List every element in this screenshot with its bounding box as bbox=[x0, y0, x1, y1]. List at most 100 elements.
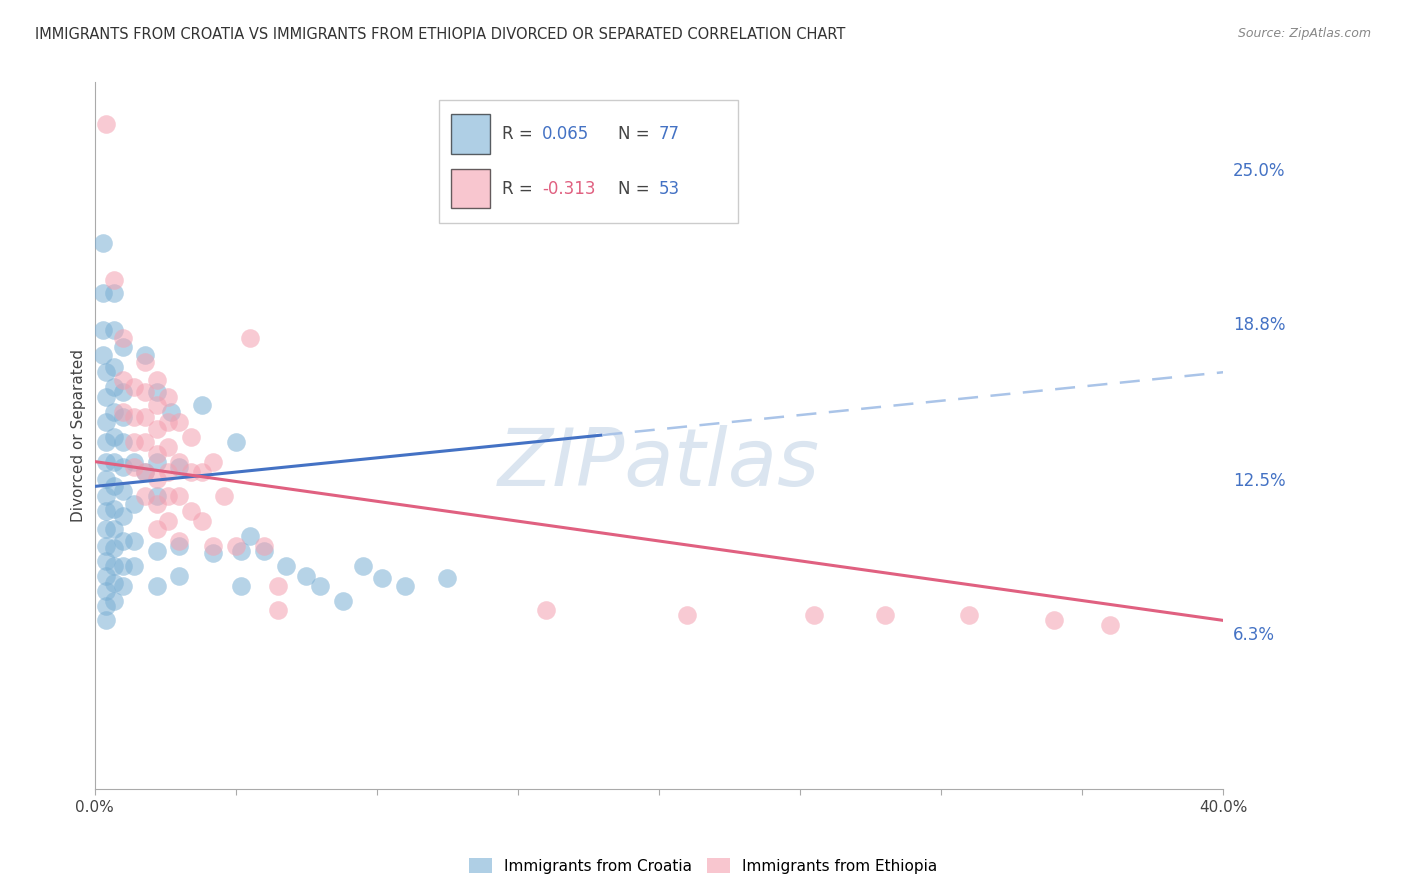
Point bbox=[253, 539, 276, 553]
Point bbox=[436, 571, 458, 585]
Point bbox=[179, 465, 201, 479]
Point bbox=[167, 459, 190, 474]
Point bbox=[202, 539, 225, 553]
Point bbox=[122, 459, 145, 474]
Point bbox=[103, 522, 125, 536]
Point bbox=[225, 539, 247, 553]
Point bbox=[91, 348, 114, 362]
Point bbox=[122, 533, 145, 548]
Point bbox=[676, 608, 699, 623]
Point bbox=[332, 593, 354, 607]
Y-axis label: Divorced or Separated: Divorced or Separated bbox=[72, 349, 86, 522]
Point bbox=[111, 459, 134, 474]
Point bbox=[134, 465, 156, 479]
Point bbox=[122, 434, 145, 449]
Point bbox=[94, 554, 117, 568]
Point bbox=[145, 385, 167, 400]
Point bbox=[134, 434, 156, 449]
Point bbox=[253, 544, 276, 558]
Point bbox=[957, 608, 980, 623]
Point bbox=[103, 380, 125, 394]
Point bbox=[103, 593, 125, 607]
Point bbox=[103, 558, 125, 573]
Point bbox=[91, 285, 114, 300]
Point bbox=[214, 489, 236, 503]
Point bbox=[239, 330, 262, 344]
Point bbox=[156, 514, 179, 528]
Point bbox=[134, 465, 156, 479]
Point bbox=[111, 533, 134, 548]
Point bbox=[111, 340, 134, 354]
Point bbox=[179, 504, 201, 518]
Point bbox=[309, 579, 332, 593]
Point bbox=[103, 360, 125, 375]
Point bbox=[145, 489, 167, 503]
Point bbox=[94, 522, 117, 536]
Point bbox=[156, 440, 179, 454]
Point bbox=[803, 608, 825, 623]
Point bbox=[145, 472, 167, 486]
Point bbox=[156, 465, 179, 479]
Point bbox=[111, 385, 134, 400]
Point bbox=[202, 546, 225, 560]
Point bbox=[103, 430, 125, 444]
Point bbox=[122, 497, 145, 511]
Point bbox=[94, 583, 117, 598]
Point bbox=[94, 415, 117, 429]
Point bbox=[145, 447, 167, 461]
Point bbox=[295, 568, 318, 582]
Point bbox=[167, 489, 190, 503]
Point bbox=[91, 236, 114, 251]
Point bbox=[111, 579, 134, 593]
Point bbox=[145, 397, 167, 411]
Point bbox=[134, 348, 156, 362]
Point bbox=[122, 454, 145, 468]
Point bbox=[103, 405, 125, 419]
Point bbox=[156, 390, 179, 404]
Point bbox=[276, 558, 298, 573]
Point bbox=[111, 484, 134, 499]
Point bbox=[94, 504, 117, 518]
Point bbox=[1099, 618, 1122, 632]
Text: IMMIGRANTS FROM CROATIA VS IMMIGRANTS FROM ETHIOPIA DIVORCED OR SEPARATED CORREL: IMMIGRANTS FROM CROATIA VS IMMIGRANTS FR… bbox=[35, 27, 845, 42]
Point bbox=[103, 285, 125, 300]
Point bbox=[134, 385, 156, 400]
Point bbox=[145, 544, 167, 558]
Point bbox=[103, 479, 125, 493]
Point bbox=[103, 454, 125, 468]
Point bbox=[111, 558, 134, 573]
Point bbox=[103, 323, 125, 337]
Point bbox=[1043, 614, 1066, 628]
Point bbox=[111, 409, 134, 424]
Point bbox=[103, 576, 125, 591]
Point bbox=[111, 373, 134, 387]
Point bbox=[145, 579, 167, 593]
Point bbox=[156, 489, 179, 503]
Text: Source: ZipAtlas.com: Source: ZipAtlas.com bbox=[1237, 27, 1371, 40]
Point bbox=[145, 454, 167, 468]
Point bbox=[94, 117, 117, 131]
Point bbox=[94, 434, 117, 449]
Point bbox=[91, 323, 114, 337]
Point bbox=[231, 579, 253, 593]
Point bbox=[111, 405, 134, 419]
Point bbox=[111, 509, 134, 524]
Point bbox=[239, 529, 262, 543]
Point bbox=[202, 454, 225, 468]
Point bbox=[122, 409, 145, 424]
Point bbox=[167, 454, 190, 468]
Point bbox=[352, 558, 374, 573]
Point bbox=[371, 571, 394, 585]
Point bbox=[167, 568, 190, 582]
Point bbox=[111, 330, 134, 344]
Point bbox=[94, 568, 117, 582]
Point bbox=[134, 489, 156, 503]
Point bbox=[111, 434, 134, 449]
Point bbox=[94, 539, 117, 553]
Point bbox=[94, 454, 117, 468]
Legend: Immigrants from Croatia, Immigrants from Ethiopia: Immigrants from Croatia, Immigrants from… bbox=[463, 852, 943, 880]
Point bbox=[134, 355, 156, 369]
Point bbox=[94, 365, 117, 379]
Point bbox=[394, 579, 416, 593]
Point bbox=[145, 497, 167, 511]
